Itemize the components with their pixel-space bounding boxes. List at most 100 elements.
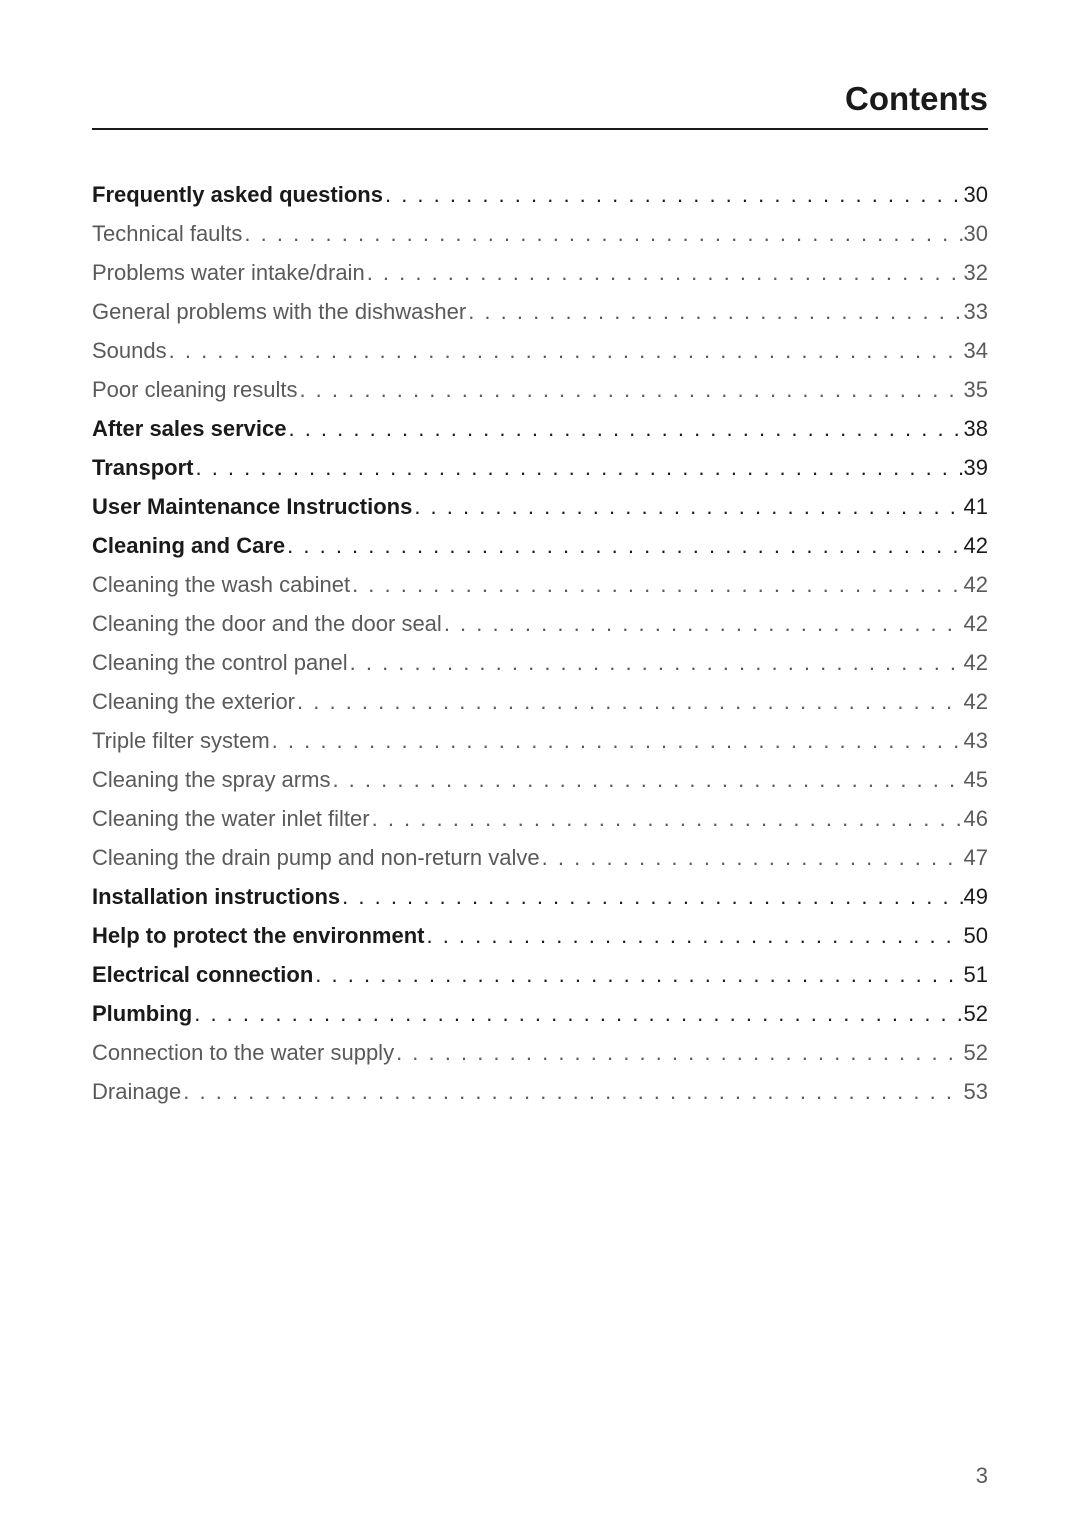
toc-label: Sounds xyxy=(92,334,167,367)
toc-label: Installation instructions xyxy=(92,880,340,913)
toc-label: Cleaning the control panel xyxy=(92,646,348,679)
toc-row: Cleaning the wash cabinet . . . . . . . … xyxy=(92,568,988,601)
table-of-contents: Frequently asked questions . . . . . . .… xyxy=(92,178,988,1108)
toc-leader-dots: . . . . . . . . . . . . . . . . . . . . … xyxy=(242,217,963,250)
toc-page-number: 41 xyxy=(964,490,988,523)
toc-leader-dots: . . . . . . . . . . . . . . . . . . . . … xyxy=(167,334,964,367)
toc-page-number: 47 xyxy=(964,841,988,874)
toc-page-number: 46 xyxy=(964,802,988,835)
toc-page-number: 32 xyxy=(964,256,988,289)
toc-leader-dots: . . . . . . . . . . . . . . . . . . . . … xyxy=(442,607,964,640)
toc-page-number: 38 xyxy=(964,412,988,445)
toc-leader-dots: . . . . . . . . . . . . . . . . . . . . … xyxy=(270,724,964,757)
toc-label: Cleaning the wash cabinet xyxy=(92,568,350,601)
toc-row: Cleaning the control panel . . . . . . .… xyxy=(92,646,988,679)
toc-label: Plumbing xyxy=(92,997,192,1030)
toc-page-number: 51 xyxy=(964,958,988,991)
toc-row: Electrical connection . . . . . . . . . … xyxy=(92,958,988,991)
toc-page-number: 50 xyxy=(964,919,988,952)
toc-page-number: 34 xyxy=(964,334,988,367)
toc-row: Cleaning the water inlet filter . . . . … xyxy=(92,802,988,835)
header-section: Contents xyxy=(92,80,988,130)
toc-page-number: 35 xyxy=(964,373,988,406)
toc-row: Drainage . . . . . . . . . . . . . . . .… xyxy=(92,1075,988,1108)
toc-label: Cleaning the door and the door seal xyxy=(92,607,442,640)
toc-page-number: 43 xyxy=(964,724,988,757)
toc-page-number: 39 xyxy=(964,451,988,484)
toc-leader-dots: . . . . . . . . . . . . . . . . . . . . … xyxy=(540,841,964,874)
toc-page-number: 42 xyxy=(964,529,988,562)
toc-leader-dots: . . . . . . . . . . . . . . . . . . . . … xyxy=(340,880,963,913)
toc-label: Problems water intake/drain xyxy=(92,256,365,289)
toc-label: Help to protect the environment xyxy=(92,919,424,952)
toc-leader-dots: . . . . . . . . . . . . . . . . . . . . … xyxy=(313,958,963,991)
toc-leader-dots: . . . . . . . . . . . . . . . . . . . . … xyxy=(295,685,964,718)
toc-leader-dots: . . . . . . . . . . . . . . . . . . . . … xyxy=(297,373,963,406)
toc-label: Frequently asked questions xyxy=(92,178,383,211)
page-number: 3 xyxy=(976,1463,988,1489)
toc-leader-dots: . . . . . . . . . . . . . . . . . . . . … xyxy=(424,919,963,952)
toc-page-number: 30 xyxy=(964,217,988,250)
toc-row: Cleaning the door and the door seal . . … xyxy=(92,607,988,640)
toc-row: Cleaning the spray arms . . . . . . . . … xyxy=(92,763,988,796)
toc-label: Technical faults xyxy=(92,217,242,250)
toc-label: Connection to the water supply xyxy=(92,1036,394,1069)
toc-row: Sounds . . . . . . . . . . . . . . . . .… xyxy=(92,334,988,367)
toc-label: Cleaning the spray arms xyxy=(92,763,330,796)
toc-label: Poor cleaning results xyxy=(92,373,297,406)
toc-leader-dots: . . . . . . . . . . . . . . . . . . . . … xyxy=(285,529,963,562)
toc-leader-dots: . . . . . . . . . . . . . . . . . . . . … xyxy=(394,1036,963,1069)
toc-page-number: 33 xyxy=(964,295,988,328)
toc-page-number: 53 xyxy=(964,1075,988,1108)
toc-leader-dots: . . . . . . . . . . . . . . . . . . . . … xyxy=(330,763,963,796)
toc-label: General problems with the dishwasher xyxy=(92,295,466,328)
toc-row: Problems water intake/drain . . . . . . … xyxy=(92,256,988,289)
toc-page-number: 49 xyxy=(964,880,988,913)
toc-row: User Maintenance Instructions . . . . . … xyxy=(92,490,988,523)
toc-label: Cleaning the water inlet filter xyxy=(92,802,370,835)
toc-page-number: 52 xyxy=(964,1036,988,1069)
toc-row: Triple filter system . . . . . . . . . .… xyxy=(92,724,988,757)
toc-row: Connection to the water supply . . . . .… xyxy=(92,1036,988,1069)
toc-row: Installation instructions . . . . . . . … xyxy=(92,880,988,913)
toc-leader-dots: . . . . . . . . . . . . . . . . . . . . … xyxy=(412,490,963,523)
toc-leader-dots: . . . . . . . . . . . . . . . . . . . . … xyxy=(370,802,964,835)
toc-page-number: 30 xyxy=(964,178,988,211)
toc-label: Transport xyxy=(92,451,193,484)
toc-label: Triple filter system xyxy=(92,724,270,757)
toc-leader-dots: . . . . . . . . . . . . . . . . . . . . … xyxy=(193,451,963,484)
toc-row: General problems with the dishwasher . .… xyxy=(92,295,988,328)
toc-leader-dots: . . . . . . . . . . . . . . . . . . . . … xyxy=(181,1075,963,1108)
toc-row: Plumbing . . . . . . . . . . . . . . . .… xyxy=(92,997,988,1030)
toc-row: Frequently asked questions . . . . . . .… xyxy=(92,178,988,211)
toc-row: Cleaning the drain pump and non-return v… xyxy=(92,841,988,874)
page-title: Contents xyxy=(92,80,988,118)
toc-leader-dots: . . . . . . . . . . . . . . . . . . . . … xyxy=(350,568,963,601)
toc-row: Transport . . . . . . . . . . . . . . . … xyxy=(92,451,988,484)
toc-row: Cleaning the exterior . . . . . . . . . … xyxy=(92,685,988,718)
toc-label: Cleaning the exterior xyxy=(92,685,295,718)
toc-label: User Maintenance Instructions xyxy=(92,490,412,523)
toc-page-number: 52 xyxy=(964,997,988,1030)
toc-leader-dots: . . . . . . . . . . . . . . . . . . . . … xyxy=(348,646,964,679)
toc-page-number: 42 xyxy=(964,646,988,679)
toc-page-number: 45 xyxy=(964,763,988,796)
toc-label: After sales service xyxy=(92,412,286,445)
toc-leader-dots: . . . . . . . . . . . . . . . . . . . . … xyxy=(192,997,963,1030)
toc-leader-dots: . . . . . . . . . . . . . . . . . . . . … xyxy=(365,256,964,289)
toc-label: Cleaning and Care xyxy=(92,529,285,562)
toc-page-number: 42 xyxy=(964,685,988,718)
toc-label: Cleaning the drain pump and non-return v… xyxy=(92,841,540,874)
toc-label: Electrical connection xyxy=(92,958,313,991)
toc-row: After sales service . . . . . . . . . . … xyxy=(92,412,988,445)
toc-page-number: 42 xyxy=(964,568,988,601)
toc-row: Technical faults . . . . . . . . . . . .… xyxy=(92,217,988,250)
toc-leader-dots: . . . . . . . . . . . . . . . . . . . . … xyxy=(286,412,963,445)
toc-page-number: 42 xyxy=(964,607,988,640)
toc-row: Poor cleaning results . . . . . . . . . … xyxy=(92,373,988,406)
toc-row: Help to protect the environment . . . . … xyxy=(92,919,988,952)
toc-leader-dots: . . . . . . . . . . . . . . . . . . . . … xyxy=(466,295,963,328)
toc-row: Cleaning and Care . . . . . . . . . . . … xyxy=(92,529,988,562)
toc-leader-dots: . . . . . . . . . . . . . . . . . . . . … xyxy=(383,178,964,211)
toc-label: Drainage xyxy=(92,1075,181,1108)
